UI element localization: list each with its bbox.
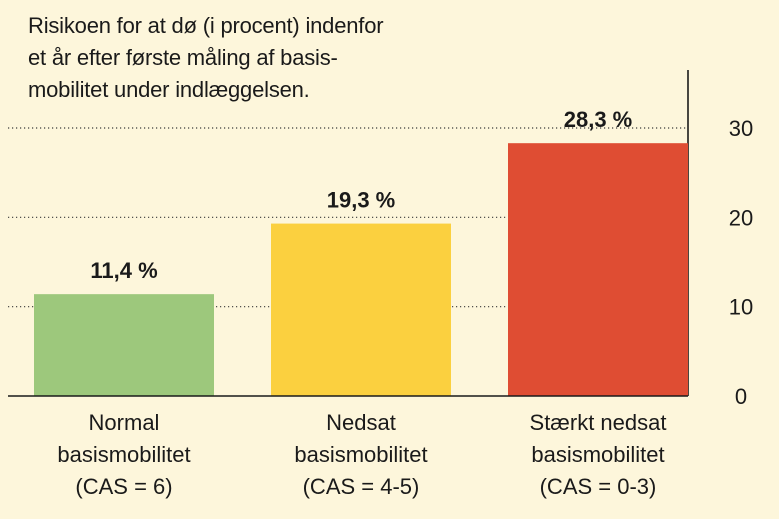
category-label-1-line-3: (CAS = 6) <box>75 474 172 499</box>
data-label-1: 11,4 % <box>90 258 157 283</box>
category-label-3-line-1: Stærkt nedsat <box>530 410 667 435</box>
category-label-3-line-3: (CAS = 0-3) <box>540 474 657 499</box>
y-tick-label-20: 20 <box>729 205 753 230</box>
category-label-3-line-2: basismobilitet <box>531 442 664 467</box>
chart-title-line-1: Risikoen for at dø (i procent) indenfor <box>28 13 384 38</box>
chart-title-line-3: mobilitet under indlæggelsen. <box>28 77 310 102</box>
category-label-2-line-1: Nedsat <box>326 410 396 435</box>
category-label-1-line-2: basismobilitet <box>57 442 190 467</box>
bar-1 <box>34 294 214 396</box>
category-label-2-line-2: basismobilitet <box>294 442 427 467</box>
data-label-3: 28,3 % <box>564 107 633 132</box>
category-label-1-line-1: Normal <box>89 410 160 435</box>
bar-3 <box>508 143 688 396</box>
bar-2 <box>271 223 451 396</box>
chart-title-line-2: et år efter første måling af basis- <box>28 45 338 70</box>
y-tick-label-30: 30 <box>729 116 753 141</box>
y-tick-label-10: 10 <box>729 295 753 320</box>
category-label-2-line-3: (CAS = 4-5) <box>303 474 420 499</box>
data-label-2: 19,3 % <box>327 188 396 213</box>
y-tick-label-0: 0 <box>735 384 747 409</box>
chart-title: Risikoen for at dø (i procent) indenfor … <box>28 10 384 106</box>
